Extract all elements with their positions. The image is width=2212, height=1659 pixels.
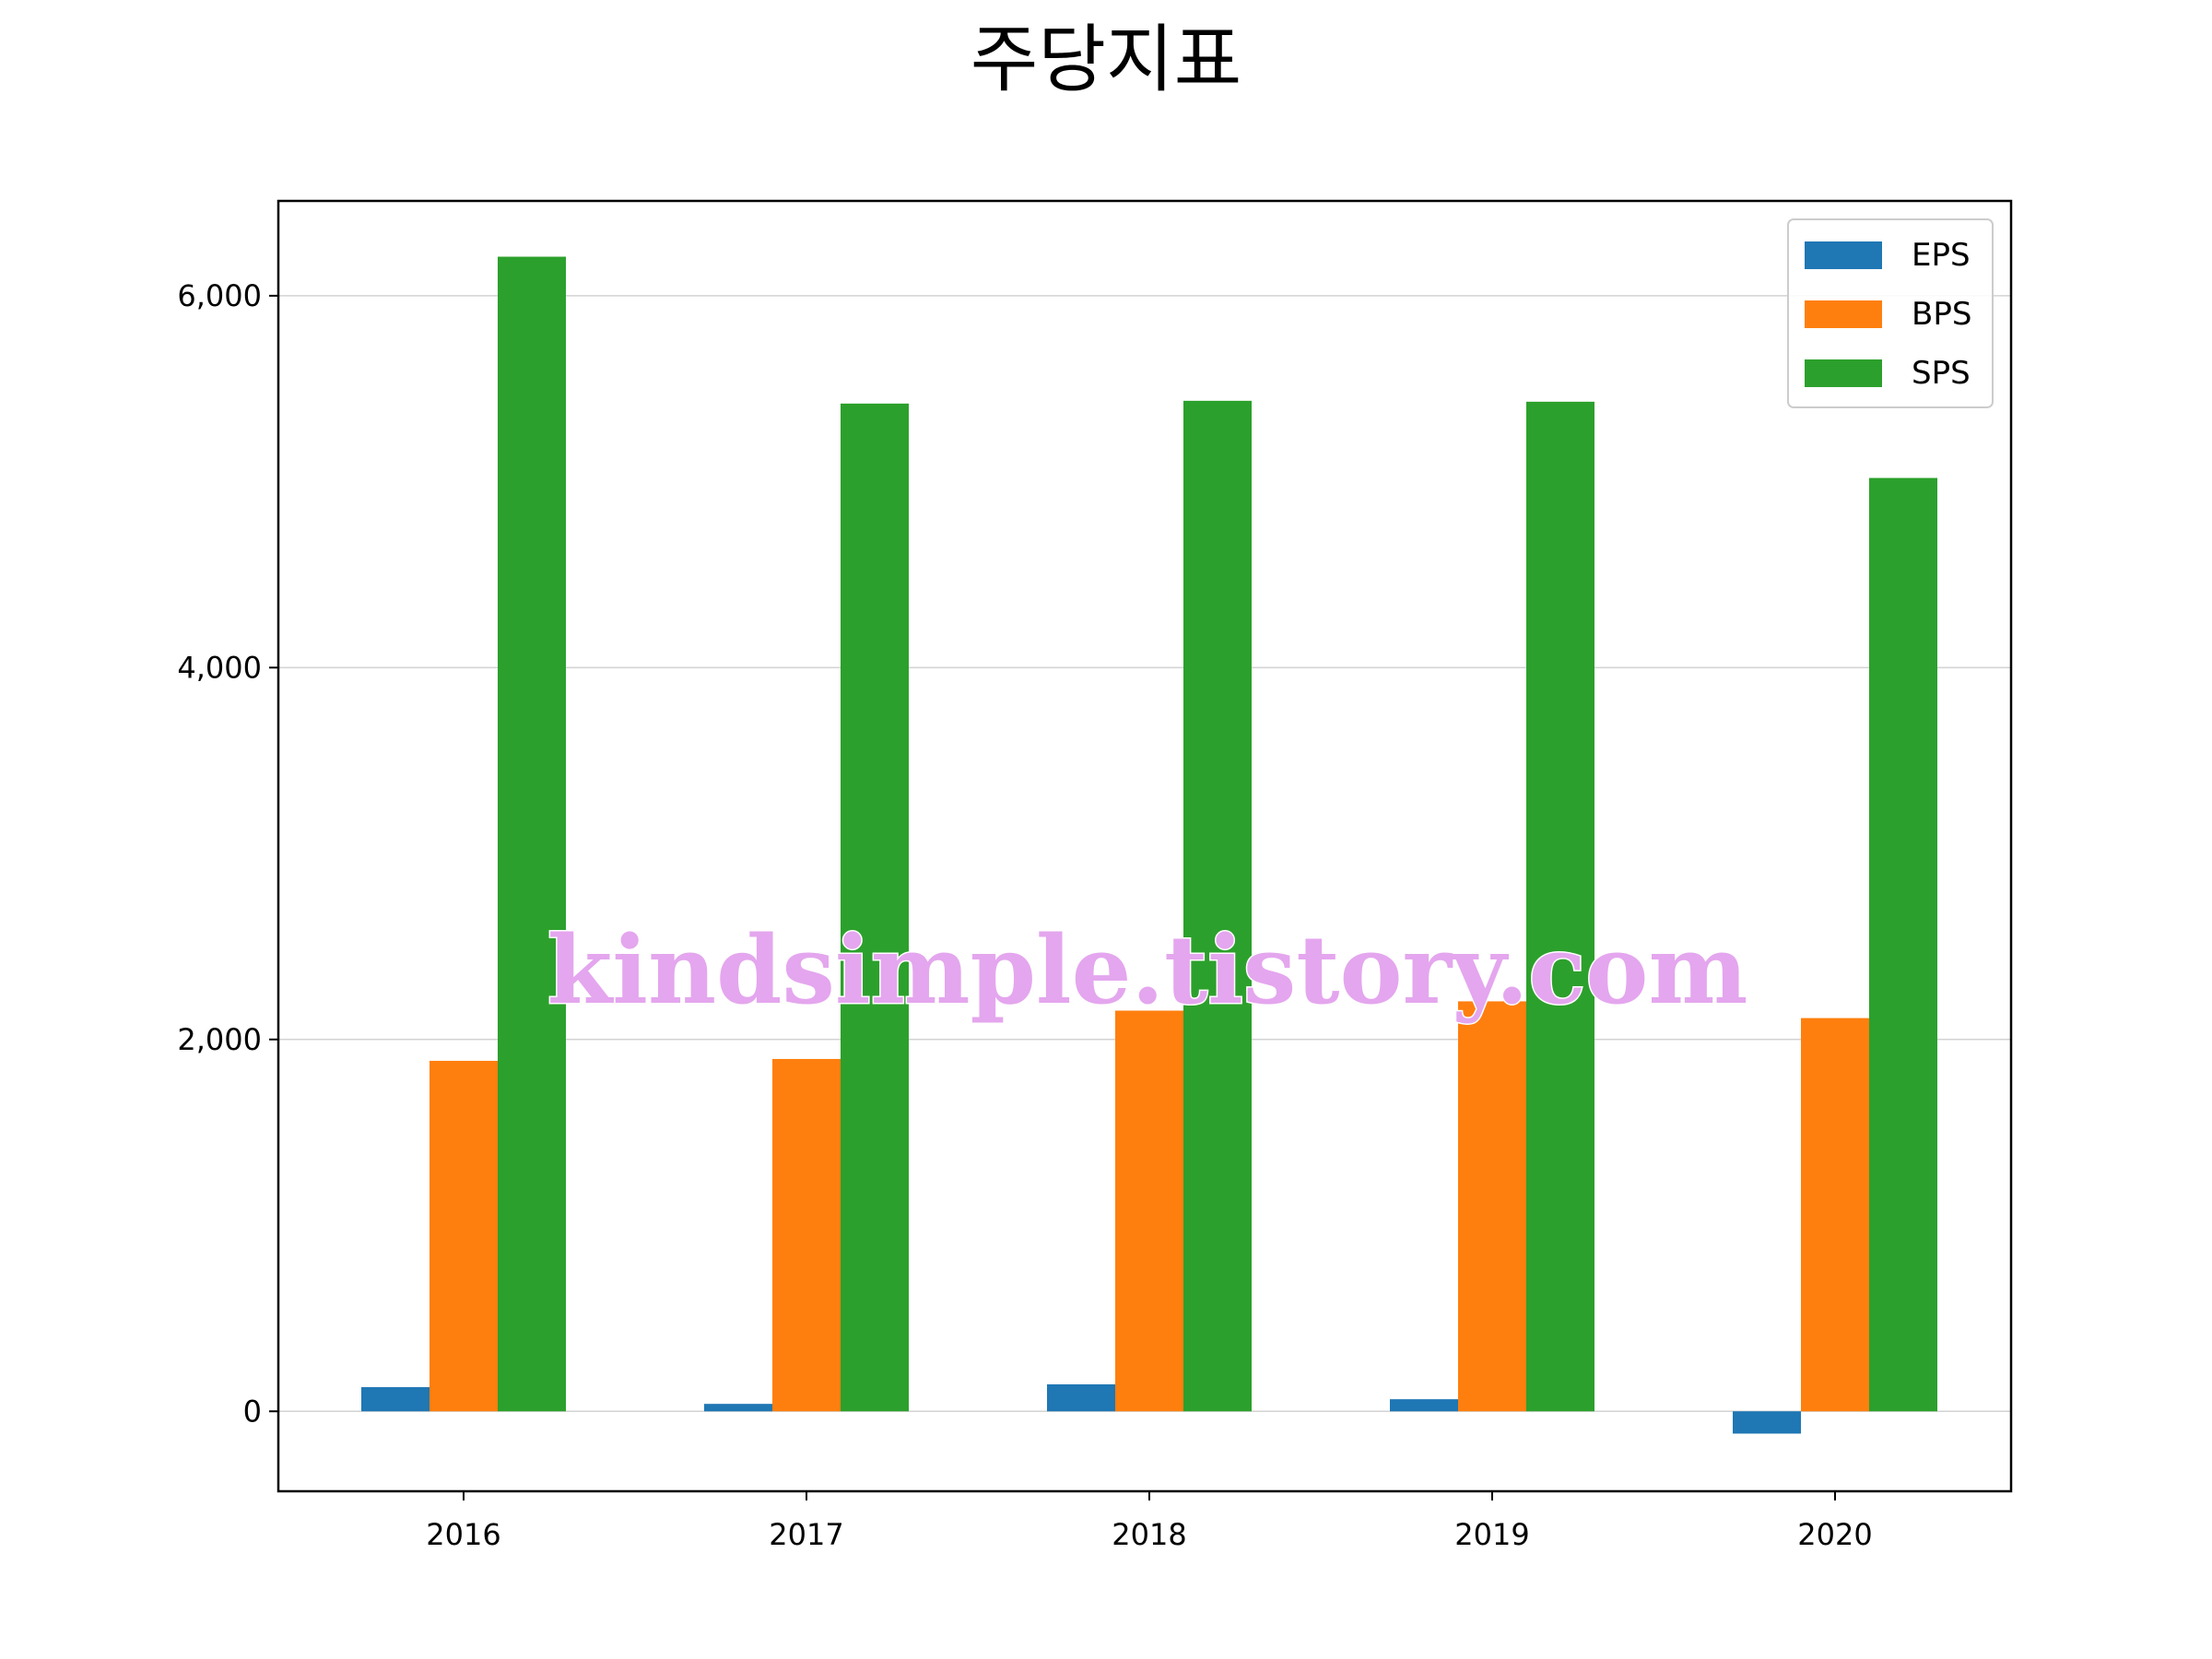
legend-label-sps: SPS <box>1912 355 1971 392</box>
bar-eps-2017 <box>704 1404 772 1412</box>
legend: EPS BPS SPS <box>1787 218 1994 408</box>
chart-title: 주당지표 <box>971 17 1241 102</box>
y-tick-label: 4,000 <box>177 650 262 685</box>
legend-swatch-eps <box>1805 241 1882 269</box>
y-tick-label: 2,000 <box>177 1022 262 1057</box>
x-tick-label: 2018 <box>1112 1517 1186 1552</box>
bar-eps-2020 <box>1733 1411 1801 1434</box>
y-tick-label: 6,000 <box>177 278 262 313</box>
bar-eps-2016 <box>361 1387 429 1412</box>
bars <box>361 256 1937 1434</box>
x-tick-label: 2017 <box>769 1517 843 1552</box>
legend-swatch-bps <box>1805 300 1882 328</box>
axes: 0 2,000 4,000 6,000 2016 2017 2018 2019 2020 <box>177 278 1872 1552</box>
bar-sps-2016 <box>498 256 566 1412</box>
bar-eps-2018 <box>1047 1384 1115 1412</box>
bar-bps-2019 <box>1458 1001 1526 1412</box>
bar-bps-2017 <box>772 1058 841 1412</box>
bar-bps-2016 <box>429 1060 498 1412</box>
x-tick-label: 2019 <box>1454 1517 1529 1552</box>
bar-sps-2017 <box>841 403 909 1412</box>
x-tick-label: 2016 <box>426 1517 500 1552</box>
bar-bps-2018 <box>1115 1010 1183 1412</box>
watermark: kindsimple.tistory.com <box>547 915 1748 1026</box>
legend-swatch-sps <box>1805 359 1882 387</box>
bar-sps-2018 <box>1183 400 1252 1412</box>
legend-label-eps: EPS <box>1912 237 1971 274</box>
plot-frame <box>276 199 2013 1493</box>
x-tick-label: 2020 <box>1797 1517 1872 1552</box>
bar-eps-2019 <box>1390 1399 1458 1412</box>
y-tick-label: 0 <box>243 1394 262 1429</box>
bar-sps-2020 <box>1869 477 1937 1412</box>
legend-label-bps: BPS <box>1912 296 1971 333</box>
bar-bps-2020 <box>1801 1018 1869 1412</box>
bar-sps-2019 <box>1526 401 1594 1412</box>
